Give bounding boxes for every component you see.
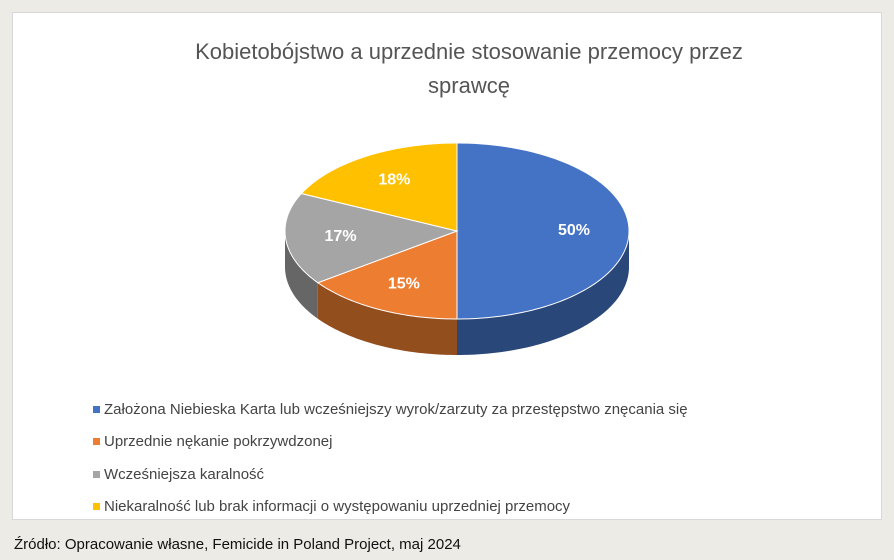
data-label: 18% bbox=[378, 172, 410, 189]
legend-swatch bbox=[93, 405, 100, 413]
data-label: 15% bbox=[388, 276, 420, 293]
pie-slice-side bbox=[457, 231, 629, 355]
legend-label: Założona Niebieska Karta lub wcześniejsz… bbox=[104, 400, 688, 418]
pie-slice bbox=[284, 192, 459, 284]
legend-item: Założona Niebieska Karta lub wcześniejsz… bbox=[93, 393, 688, 426]
chart-title: Kobietobójstwo a uprzednie stosowanie pr… bbox=[195, 39, 743, 98]
data-label: 17% bbox=[325, 228, 357, 245]
legend-item: Uprzednie nękanie pokrzywdzonej bbox=[93, 426, 688, 459]
chart-card: Kobietobójstwo a uprzednie stosowanie pr… bbox=[12, 12, 882, 520]
legend-label: Uprzednie nękanie pokrzywdzonej bbox=[104, 433, 333, 451]
pie-chart: 50% 15% 17% 18% bbox=[284, 142, 630, 355]
source-note: Źródło: Opracowanie własne, Femicide in … bbox=[14, 536, 461, 553]
legend-label: Wcześniejsza karalność bbox=[104, 465, 265, 483]
legend-label: Niekaralność lub brak informacji o wystę… bbox=[104, 498, 571, 516]
pie-slice-side bbox=[317, 282, 457, 355]
legend-item: Niekaralność lub brak informacji o wystę… bbox=[93, 491, 688, 524]
legend-swatch bbox=[93, 470, 100, 478]
pie-slice bbox=[316, 230, 458, 320]
legend-swatch bbox=[93, 438, 100, 446]
pie-slice bbox=[456, 142, 630, 320]
data-label: 50% bbox=[558, 222, 590, 239]
pie-slice bbox=[300, 142, 458, 232]
pie-slice-side bbox=[285, 231, 318, 319]
legend-item: Wcześniejsza karalność bbox=[93, 458, 688, 491]
legend-swatch bbox=[93, 503, 100, 511]
legend: Założona Niebieska Karta lub wcześniejsz… bbox=[93, 393, 688, 523]
